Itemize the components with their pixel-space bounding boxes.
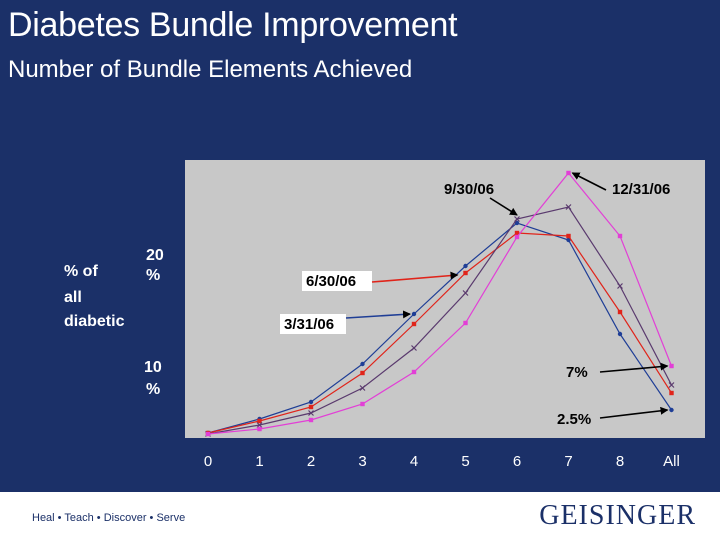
x-tick-label-1: 1: [255, 453, 263, 470]
annotation-label-3: 3/31/06: [284, 316, 334, 333]
data-point-s0-7: [566, 237, 571, 243]
data-point-s2-6: [514, 216, 520, 222]
data-point-s3-1: [257, 426, 262, 432]
data-point-s2-5: [462, 290, 469, 296]
series-line-0: [207, 222, 672, 434]
x-tick-label-9: All: [663, 453, 680, 470]
data-point-s2-1: [256, 422, 263, 428]
data-point-s2-9: [668, 382, 675, 388]
data-point-s1-7: [566, 233, 571, 239]
data-point-s1-5: [463, 270, 468, 276]
annotations: 9/30/06 12/31/06 6/30/06 3/31/06 7% 2.5%: [280, 172, 670, 428]
annotation-bg-2: [302, 271, 372, 291]
data-point-s2-4: [411, 345, 417, 351]
data-point-s2-8: [617, 283, 623, 289]
x-tick-labels: 0 1 2 3 4 5 6 7 8 All: [204, 453, 680, 470]
data-point-s1-3: [360, 370, 365, 376]
x-tick-label-5: 5: [461, 453, 469, 470]
data-point-s0-6: [514, 220, 520, 226]
data-point-s3-4: [411, 369, 417, 375]
plot-area: [185, 160, 705, 438]
annotation-arrow-3: [345, 310, 411, 319]
x-tick-label-0: 0: [204, 453, 212, 470]
x-tick-label-6: 6: [513, 453, 521, 470]
annotation-arrow-1: [571, 172, 607, 191]
series-layer: [205, 170, 675, 437]
annotation-bg-3: [280, 314, 346, 334]
series-line-2: [207, 206, 673, 435]
data-point-s0-5: [463, 263, 468, 269]
annotation-arrow-4: [599, 362, 669, 373]
series-line-3: [207, 172, 673, 435]
data-point-s3-7: [566, 170, 571, 176]
data-point-s1-9: [669, 390, 674, 396]
y-tick-20-num: 20: [146, 247, 164, 264]
x-tick-label-4: 4: [410, 453, 418, 470]
data-point-s2-3: [359, 385, 366, 391]
annotation-arrow-0: [489, 197, 518, 216]
annotation-label-0: 9/30/06: [444, 181, 494, 198]
data-point-s2-2: [308, 410, 314, 416]
data-point-s0-8: [617, 331, 623, 337]
data-point-s1-1: [257, 418, 262, 424]
y-tick-20-unit: %: [146, 267, 160, 284]
x-tick-label-7: 7: [564, 453, 572, 470]
data-point-s3-6: [514, 234, 520, 240]
data-point-s0-3: [360, 361, 365, 367]
data-point-s1-2: [308, 404, 314, 410]
y-tick-10-unit: %: [146, 381, 160, 398]
footer: Heal • Teach • Discover • Serve GEISINGE…: [0, 492, 720, 540]
annotation-label-1: 12/31/06: [612, 181, 670, 198]
line-chart: 0 1 2 3 4 5 6 7 8 All 9/30/06 12/31/06 6/30/06 3/31/…: [64, 160, 705, 470]
annotation-arrow-2: [371, 271, 459, 283]
series-line-1: [207, 232, 673, 434]
slide-subtitle: Number of Bundle Elements Achieved: [8, 56, 413, 83]
annotation-label-2: 6/30/06: [306, 273, 356, 290]
data-point-s1-6: [514, 230, 520, 236]
y-axis-label-line-2: all: [64, 289, 82, 306]
x-tick-label-8: 8: [616, 453, 624, 470]
data-point-s0-4: [411, 311, 417, 317]
data-point-s0-9: [669, 407, 674, 413]
y-axis-label-line-1: % of: [64, 263, 98, 280]
x-tick-label-3: 3: [358, 453, 366, 470]
data-point-s3-9: [669, 363, 674, 369]
y-tick-10-num: 10: [144, 359, 162, 376]
data-point-s3-3: [360, 401, 365, 407]
x-tick-label-2: 2: [307, 453, 315, 470]
data-point-s1-4: [411, 321, 417, 327]
y-axis-label-line-3: diabetic: [64, 313, 125, 330]
data-point-s3-8: [617, 233, 623, 239]
data-point-s1-8: [617, 309, 623, 315]
data-point-s0-2: [308, 399, 314, 405]
data-point-s3-0: [205, 431, 211, 437]
annotation-label-4: 7%: [566, 364, 588, 381]
data-point-s2-7: [565, 204, 572, 210]
slide-title: Diabetes Bundle Improvement: [8, 6, 458, 44]
data-point-s3-5: [463, 320, 468, 326]
annotation-label-5: 2.5%: [557, 411, 591, 428]
annotation-arrow-5: [599, 406, 669, 419]
brand-logo: GEISINGER: [539, 500, 696, 531]
data-point-s3-2: [308, 417, 314, 423]
footer-tagline: Heal • Teach • Discover • Serve: [32, 512, 186, 524]
